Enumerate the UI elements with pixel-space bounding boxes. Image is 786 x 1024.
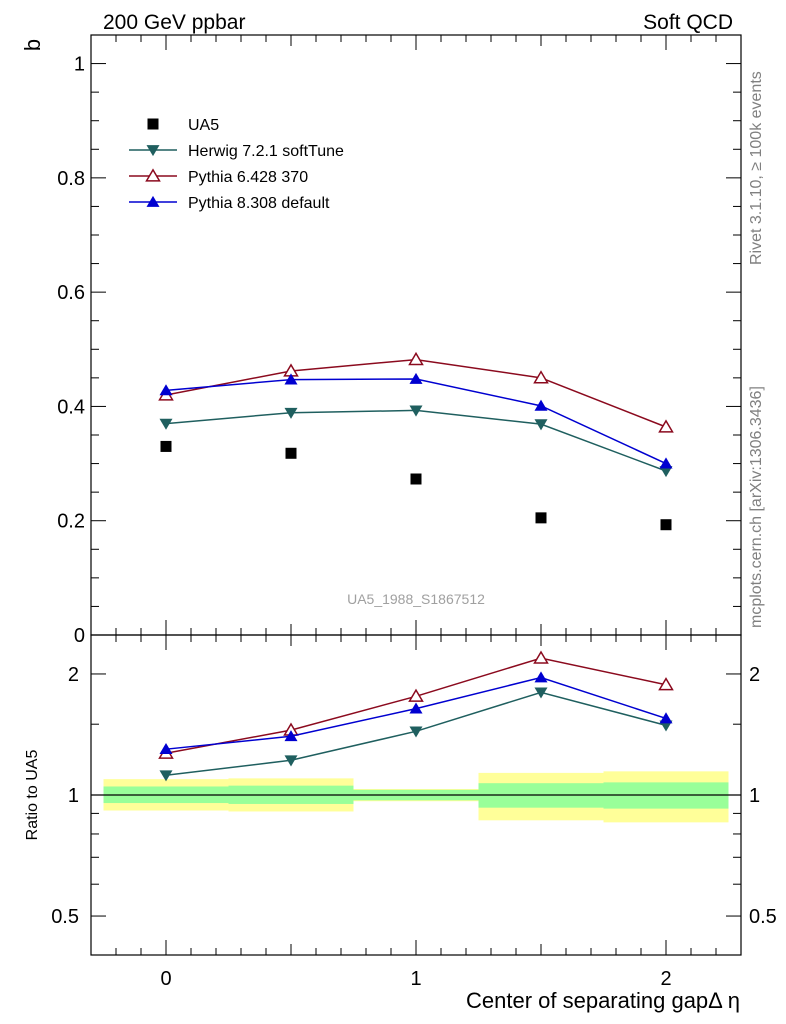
pythia-6-428-370-point: [408, 351, 424, 366]
pythia-8-308-default-ratio-point: [659, 712, 673, 724]
pythia-6-428-370-point: [658, 419, 674, 433]
pythia-8-308-default-point: [159, 384, 173, 396]
herwig-7-2-1-softtune-ratio-point: [159, 770, 173, 782]
mcplots-credit-label: mcplots.cern.ch [arXiv:1306.3436]: [748, 386, 765, 628]
pythia-6-428-370-ratio-point: [533, 650, 549, 664]
ratio-plot-series: [158, 650, 674, 782]
ratio-y-tick-label-left: 0.5: [51, 906, 79, 928]
pythia-8-308-default-point: [659, 457, 673, 469]
ratio-y-tick-label-right: 2: [749, 664, 760, 686]
ratio-plot-frame: 0 1 2 0.5 0.5 1 1 2 2: [51, 634, 777, 990]
header-right-label: Soft QCD: [643, 11, 733, 34]
legend-label-ua5: UA5: [188, 117, 219, 134]
herwig-7-2-1-softtune-point: [284, 407, 298, 419]
pythia-8-308-default-ratio-point: [409, 702, 423, 714]
main-y-tick-label: 0.8: [57, 168, 85, 190]
main-y-axis-label: b: [20, 39, 45, 51]
x-tick-label: 2: [660, 968, 671, 990]
legend-label-herwig-7-2-1-softtune: Herwig 7.2.1 softTune: [188, 143, 344, 160]
herwig-7-2-1-softtune-line: [165, 409, 667, 472]
legend-label-pythia-8-308-default: Pythia 8.308 default: [188, 195, 330, 212]
pythia-6-428-370-point: [533, 370, 549, 384]
ratio-uncertainty-bands: [91, 771, 741, 823]
ratio-y-tick-label-right: 1: [749, 785, 760, 807]
pythia-8-308-default-ratio-point: [534, 671, 548, 683]
ua5-point: [660, 519, 672, 531]
legend-marker-ua5: [147, 118, 159, 130]
pythia-8-308-default-point: [284, 373, 298, 385]
legend-marker-pythia-6-428-370: [145, 168, 161, 182]
pythia-8-308-default-ratio-point: [284, 730, 298, 742]
herwig-7-2-1-softtune-point: [409, 405, 423, 417]
legend: UA5 Herwig 7.2.1 softTune Pythia 6.428 370…: [129, 117, 344, 212]
pythia-8-308-default-ratio-point: [159, 743, 173, 755]
ua5-point: [160, 440, 172, 452]
legend-marker-herwig-7-2-1-softtune: [146, 145, 160, 157]
x-tick-label: 0: [160, 968, 171, 990]
main-y-tick-label: 0.6: [57, 282, 85, 304]
analysis-id-watermark: UA5_1988_S1867512: [347, 591, 485, 607]
x-tick-label: 1: [410, 968, 421, 990]
x-axis-label: Center of separating gapΔ η: [466, 988, 740, 1013]
pythia-6-428-370-ratio-point: [658, 677, 674, 691]
ratio-y-tick-label-left: 2: [68, 664, 79, 686]
pythia-8-308-default-line: [165, 378, 667, 465]
herwig-7-2-1-softtune-ratio-point: [534, 687, 548, 699]
herwig-7-2-1-softtune-point: [534, 419, 548, 431]
pythia-8-308-default-point: [409, 372, 423, 384]
main-y-tick-label: 0.2: [57, 511, 85, 533]
herwig-7-2-1-softtune-ratio-point: [409, 726, 423, 738]
main-y-tick-label: 1: [74, 54, 85, 76]
rivet-version-label: Rivet 3.1.10, ≥ 100k events: [748, 71, 765, 265]
legend-marker-pythia-8-308-default: [146, 195, 160, 207]
pythia-8-308-default-point: [534, 399, 548, 411]
ratio-y-tick-label-right: 0.5: [749, 906, 777, 928]
ua5-point: [410, 473, 422, 485]
herwig-7-2-1-softtune-point: [659, 466, 673, 478]
herwig-7-2-1-softtune-point: [159, 418, 173, 430]
ua5-point: [285, 447, 297, 459]
main-plot-series: [158, 351, 674, 531]
ua5-point: [535, 512, 547, 524]
pythia-6-428-370-ratio-point: [408, 688, 424, 702]
legend-label-pythia-6-428-370: Pythia 6.428 370: [188, 169, 308, 186]
ratio-y-tick-label-left: 1: [68, 785, 79, 807]
header-left-label: 200 GeV ppbar: [103, 11, 245, 34]
main-y-tick-label: 0.4: [57, 396, 85, 418]
herwig-7-2-1-softtune-ratio-point: [284, 755, 298, 767]
main-plot-frame: 0 0.2 0.4 0.6 0.8 1: [57, 34, 742, 647]
main-y-tick-label: 0: [74, 625, 85, 647]
ratio-y-axis-label: Ratio to UA5: [24, 750, 41, 841]
